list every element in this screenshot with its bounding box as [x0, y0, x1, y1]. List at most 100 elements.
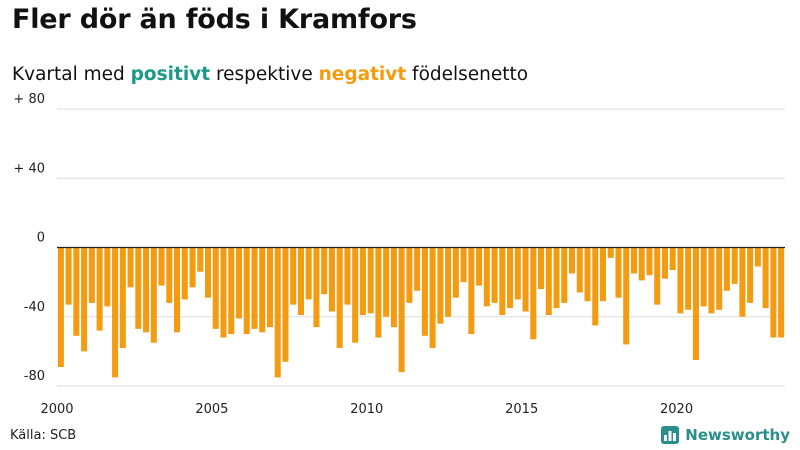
x-tick-label: 2000: [40, 402, 73, 417]
bar: [545, 247, 552, 316]
bar: [630, 247, 637, 274]
bar: [452, 247, 459, 298]
bar: [421, 247, 428, 336]
bar: [96, 247, 103, 331]
bar: [708, 247, 715, 314]
bar: [530, 247, 537, 340]
bar: [251, 247, 258, 329]
subtitle-middle: respektive: [210, 64, 319, 85]
bar: [414, 247, 421, 291]
bar: [692, 247, 699, 361]
bar: [220, 247, 227, 338]
bar: [576, 247, 583, 293]
bar: [112, 247, 119, 378]
bar: [514, 247, 521, 300]
bar: [747, 247, 754, 303]
bar: [483, 247, 490, 307]
bar: [716, 247, 723, 310]
bar: [476, 247, 483, 286]
bar: [174, 247, 181, 333]
subtitle-suffix: födelsenetto: [406, 64, 529, 85]
bar: [468, 247, 475, 335]
y-tick-label: + 80: [13, 92, 45, 107]
bar: [127, 247, 134, 288]
bar: [243, 247, 250, 335]
chart-subtitle: Kvartal med positivt respektive negativt…: [12, 64, 528, 85]
bar: [522, 247, 529, 312]
bar: [731, 247, 738, 284]
bar: [150, 247, 157, 343]
bar: [119, 247, 126, 348]
bar: [235, 247, 243, 319]
bar: [460, 247, 467, 283]
bar: [375, 247, 382, 338]
y-tick-label: -40: [24, 300, 45, 315]
y-tick-label: + 40: [13, 161, 45, 176]
bar: [569, 247, 576, 274]
x-tick-label: 2020: [660, 402, 693, 417]
bar: [158, 247, 165, 286]
x-tick-label: 2015: [505, 402, 538, 417]
bar: [669, 247, 676, 271]
bar: [313, 247, 320, 328]
bar: [205, 247, 212, 298]
source-note: Källa: SCB: [10, 428, 77, 443]
newsworthy-logo-icon: [661, 426, 680, 444]
bar: [73, 247, 80, 336]
bar: [274, 247, 281, 378]
bar: [367, 247, 374, 314]
bar: [297, 247, 304, 316]
y-tick-label: -80: [24, 369, 45, 384]
bar: [654, 247, 661, 305]
bar: [429, 247, 436, 348]
subtitle-negative-word: negativt: [318, 64, 407, 85]
y-tick-label: 0: [37, 231, 45, 246]
bar: [212, 247, 219, 329]
bar: [623, 247, 630, 345]
subtitle-prefix: Kvartal med: [12, 64, 131, 85]
bar: [81, 247, 88, 352]
bar: [762, 247, 769, 309]
bar: [383, 247, 390, 317]
bar: [553, 247, 560, 309]
chart-title: Fler dör än föds i Kramfors: [12, 4, 417, 35]
bar: [359, 247, 366, 316]
bar: [390, 247, 397, 328]
bar: [259, 247, 266, 333]
bar: [57, 247, 64, 367]
bar: [228, 247, 235, 335]
brand: Newsworthy: [661, 426, 790, 444]
bar: [607, 247, 614, 258]
bar: [754, 247, 761, 267]
bar: [266, 247, 273, 328]
bar: [507, 247, 514, 309]
bar: [646, 247, 653, 276]
bar: [406, 247, 413, 303]
bar: [599, 247, 607, 302]
bar: [336, 247, 343, 348]
x-tick-label: 2010: [350, 402, 383, 417]
bar: [143, 247, 150, 333]
bar: [700, 247, 707, 307]
brand-name: Newsworthy: [685, 426, 790, 444]
x-tick-label: 2005: [195, 402, 228, 417]
bar: [739, 247, 746, 317]
bar: [445, 247, 452, 317]
bar: [321, 247, 328, 295]
bar: [561, 247, 568, 303]
bar: [615, 247, 622, 298]
bar: [677, 247, 684, 314]
subtitle-positive-word: positivt: [130, 64, 211, 85]
bar: [538, 247, 545, 290]
bar: [282, 247, 289, 362]
bar: [437, 247, 444, 324]
bar: [592, 247, 599, 326]
bar: [770, 247, 777, 338]
bar: [290, 247, 297, 305]
bar: [166, 247, 173, 303]
bar: [685, 247, 692, 310]
bar: [135, 247, 142, 329]
bar: [661, 247, 668, 279]
bar: [491, 247, 498, 303]
